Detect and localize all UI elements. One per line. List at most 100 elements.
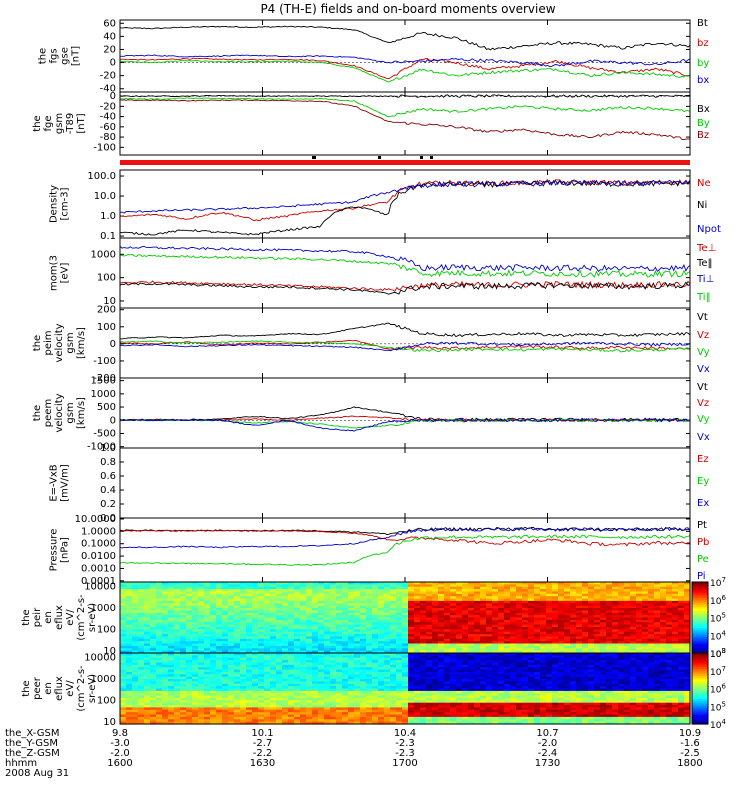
legend-label: Ez [697,454,709,465]
ytick-label: 0.8 [100,457,116,468]
ylabel-line: peim [43,330,54,355]
ylabel-line: eflux [54,605,65,630]
ytick-label: 1000 [91,674,116,685]
legend-label: Te‖ [696,258,713,269]
ylabel-line: gsm [65,402,76,423]
ytick-label: 0 [110,339,116,350]
heatmap-cells [120,653,691,725]
colorbar-tick-label: 104 [710,629,726,642]
ylabel-line: Density [49,185,60,223]
ylabel-line: fge [43,115,54,131]
ylabel-line: [nT] [71,46,82,66]
colorbar-tick-label: 107 [710,576,726,589]
panel-frame [120,448,690,518]
ytick-label: 40 [103,31,116,42]
ytick-label: 0.4 [100,485,116,496]
ytick-label: 1000 [91,249,116,260]
ytick-label: 10000 [84,581,116,592]
ytick-label: 0.0100 [81,551,116,562]
legend-label: bz [697,38,709,49]
ylabel-line: en [43,682,54,695]
legend-label: Vt [697,312,708,323]
legend-label: Bx [697,104,710,115]
ylabel-line: en [43,611,54,624]
ytick-label: 10 [103,717,116,728]
ytick-label: 1.0 [100,443,116,454]
ytick-label: -100 [93,356,116,367]
ytick-label: 100 [97,624,116,635]
ylabel-line: velocity [54,393,65,432]
legend-label: Ti⊥ [696,274,714,285]
ytick-label: 100.0 [87,171,116,182]
legend-label: By [697,118,710,129]
ytick-label: 1.0000 [81,526,116,537]
legend-label: Ex [697,498,709,509]
ylabel-line: [km/s] [76,397,87,429]
ytick-label: -100 [93,142,116,153]
colorbar-tick-label: 106 [710,594,726,607]
ylabel-line: gse [60,47,71,65]
ylabel-line: the [21,680,32,696]
ytick-label: 1000 [91,389,116,400]
ylabel-line: Pressure [49,529,60,572]
ytick-label: 200 [97,305,116,316]
ytick-label: 100 [97,273,116,284]
ytick-label: 1.0 [100,211,116,222]
panel-frame [120,92,690,155]
ytick-label: 1000 [91,603,116,614]
ylabel-line: (cm^2-s- [76,594,87,641]
legend-label: Vx [697,432,710,443]
legend-label: Ey [697,476,709,487]
ylabel-line: peem [43,399,54,427]
status-bar-marker [378,156,381,159]
series-line-Te‖ [120,282,690,294]
ylabel-line: the [21,609,32,625]
ytick-label: 100 [97,322,116,333]
series-line-Ni [120,181,690,236]
status-bar-marker [420,156,423,159]
ylabel-line: the [38,48,49,64]
ytick-label: 0 [110,415,116,426]
series-line-Ne [120,180,690,221]
legend-label: Bt [697,18,708,29]
panel-frame [120,20,690,92]
legend-label: Vy [697,347,710,358]
ytick-label: -500 [93,428,116,439]
ylabel-line: [nPa] [60,537,71,563]
ylabel-line: eV/ [65,609,76,626]
ylabel-line: the [32,405,43,421]
ylabel-line: -T89 [65,113,76,135]
ylabel-line: [mV/m] [60,464,71,502]
ylabel-line: velocity [54,323,65,362]
series-line-Npot [120,180,690,213]
legend-label: Pi [697,571,706,582]
legend-label: Te⊥ [696,243,716,254]
series-line-Bt [120,26,690,50]
ylabel-line: eV/ [65,680,76,697]
status-bar-stripe [120,160,690,165]
ytick-label: 0.2 [100,499,116,510]
legend-label: Pb [697,537,709,548]
status-bar-marker [430,156,433,159]
legend-label: bx [697,75,709,86]
status-bar-marker [312,156,316,159]
panel-frame [120,378,690,448]
ylabel-line: gsm [65,332,76,353]
legend-label: Vy [697,414,710,425]
series-line-Vt [120,407,690,421]
legend-label: Vz [697,398,709,409]
series-line-Vz [120,340,690,349]
ytick-label: 10.0 [94,191,116,202]
ytick-label: 0 [110,58,116,69]
legend-label: Ne [697,178,711,189]
legend-label: by [697,58,709,69]
ytick-label: 20 [103,44,116,55]
panel-frame [120,518,690,582]
